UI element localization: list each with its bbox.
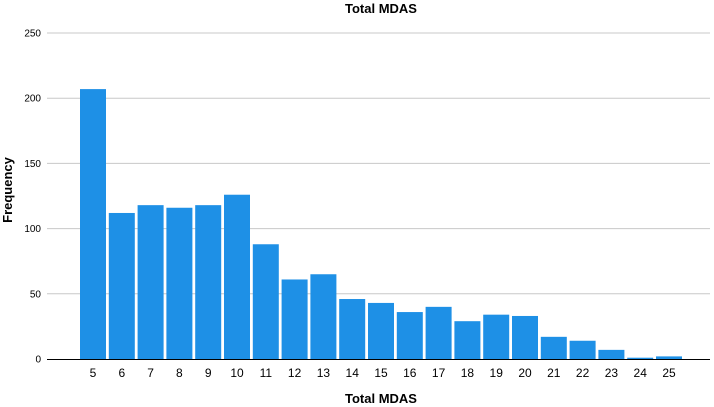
x-tick-label-25: 25 [662,366,676,380]
y-tick-label-100: 100 [24,224,41,235]
x-tick-label-17: 17 [432,366,446,380]
bar-19 [483,314,510,359]
x-tick-label-13: 13 [317,366,331,380]
x-tick-label-22: 22 [576,366,590,380]
bar-6 [108,212,135,359]
bar-9 [195,205,222,359]
x-tick-label-18: 18 [461,366,475,380]
y-tick-label-0: 0 [35,355,41,366]
chart-title: Total MDAS [345,1,417,16]
bar-17 [425,306,452,359]
x-tick-label-10: 10 [230,366,244,380]
x-tick-label-9: 9 [205,366,212,380]
x-tick-label-6: 6 [118,366,125,380]
x-tick-label-11: 11 [260,366,273,380]
bar-10 [224,194,250,359]
bar-16 [396,312,423,359]
y-tick-labels: 0 50 100 150 200 250 [24,29,41,366]
bar-24 [627,357,654,359]
bar-15 [368,302,394,359]
bar-13 [310,274,337,359]
x-tick-label-5: 5 [90,366,97,380]
bar-25 [656,356,682,359]
x-axis-title: Total MDAS [345,391,417,406]
x-tick-labels: 5 6 7 8 9 10 11 12 13 14 15 16 17 18 19 20 21 22 23 24 25 [90,366,676,380]
x-tick-label-20: 20 [518,366,532,380]
y-tick-label-150: 150 [24,159,41,170]
x-tick-label-8: 8 [176,366,183,380]
bar-14 [339,299,366,359]
bar-12 [281,279,308,359]
bar-18 [454,321,481,359]
x-tick-label-19: 19 [490,366,504,380]
bar-20 [512,315,538,359]
y-tick-label-250: 250 [24,29,41,40]
bar-21 [540,336,567,359]
x-tick-label-12: 12 [288,366,302,380]
x-tick-label-24: 24 [634,366,648,380]
bar-11 [252,244,279,359]
x-tick-label-21: 21 [547,366,561,380]
x-tick-label-7: 7 [147,366,154,380]
bar-8 [166,207,193,359]
y-tick-label-200: 200 [24,94,41,105]
y-axis-title: Frequency [0,156,15,223]
bar-7 [137,205,164,359]
x-tick-label-23: 23 [605,366,619,380]
bar-22 [569,340,596,359]
bar-23 [598,349,625,359]
x-tick-label-14: 14 [346,366,360,380]
x-tick-label-16: 16 [403,366,417,380]
bar-5 [80,89,106,359]
y-tick-label-50: 50 [30,289,42,300]
bars [80,89,682,359]
x-tick-label-15: 15 [374,366,388,380]
